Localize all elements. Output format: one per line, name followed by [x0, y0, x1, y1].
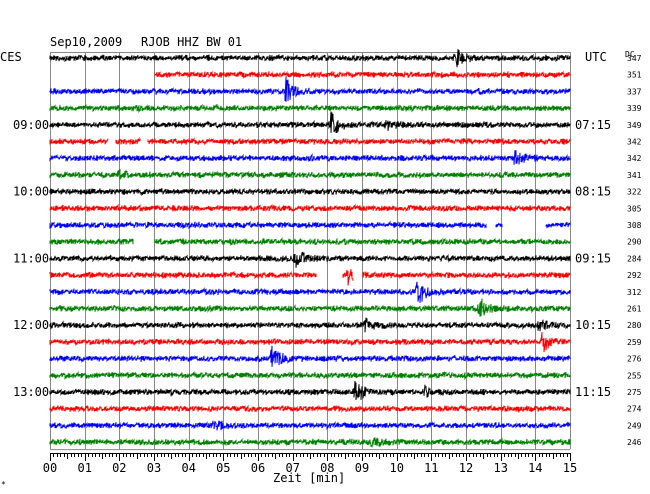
x-tick-label: 09	[355, 461, 369, 475]
seismic-trace-row-23	[49, 437, 571, 448]
dc-value-label: 259	[627, 338, 642, 347]
dc-value-label: 255	[627, 371, 642, 380]
x-tick-label: 07	[285, 461, 299, 475]
right-time-label: 10:15	[575, 318, 611, 332]
dc-value-label: 261	[627, 305, 642, 314]
seismic-trace-row-22	[49, 420, 571, 431]
dc-value-label: 305	[627, 204, 642, 213]
dc-value-label: 351	[627, 71, 642, 80]
dc-value-label: 312	[627, 288, 642, 297]
dc-value-label: 276	[627, 355, 642, 364]
dc-value-label: 341	[627, 171, 642, 180]
seismic-trace-row-1	[154, 70, 571, 79]
seismic-trace-row-7	[49, 169, 571, 180]
dc-value-label: 322	[627, 188, 642, 197]
dc-value-label: 249	[627, 421, 642, 430]
dc-value-label: 349	[627, 121, 642, 130]
right-timezone-label: UTC	[585, 50, 607, 64]
seismic-trace-row-18	[49, 345, 571, 367]
seismic-trace-row-4	[49, 111, 571, 134]
seismic-trace-row-13	[49, 269, 571, 286]
row-labels: 347 351 337 339 349 342 342 341 322 305 308 290 284 2…	[13, 54, 642, 447]
x-tick-label: 11	[424, 461, 438, 475]
seismic-trace-row-15	[49, 298, 571, 317]
left-time-label: 13:00	[13, 385, 49, 399]
seismic-trace-row-9	[49, 203, 571, 213]
x-tick-label: 10	[389, 461, 403, 475]
seismic-trace-row-19	[49, 370, 571, 381]
date-label: Sep10,2009	[50, 35, 122, 49]
seismic-trace-row-21	[49, 404, 571, 414]
time-axis: 00 01 02 03 04 05 06 07 08 09 10 11 12 13 14 15	[43, 453, 577, 475]
station-label: RJOB HHZ BW 01	[141, 35, 242, 49]
seismic-trace-row-10	[49, 220, 571, 230]
dc-value-label: 274	[627, 405, 642, 414]
grid-lines	[50, 52, 571, 451]
left-time-label: 11:00	[13, 251, 49, 265]
seismic-trace-row-5	[49, 136, 571, 146]
x-tick-label: 01	[77, 461, 91, 475]
x-tick-label: 03	[147, 461, 161, 475]
x-tick-label: 15	[563, 461, 577, 475]
seismic-trace-row-2	[49, 76, 571, 102]
right-time-label: 09:15	[575, 251, 611, 265]
x-tick-label: 14	[528, 461, 542, 475]
x-tick-label: 08	[320, 461, 334, 475]
seismic-trace-row-20	[49, 380, 571, 401]
seismic-trace-row-6	[49, 150, 571, 165]
dc-value-label: 337	[627, 87, 642, 96]
left-timezone-label: CES	[0, 50, 22, 64]
x-tick-label: 05	[216, 461, 230, 475]
left-time-label: 09:00	[13, 118, 49, 132]
x-tick-label: 04	[181, 461, 195, 475]
seismic-trace-row-11	[49, 236, 571, 246]
dc-value-label: 339	[627, 104, 642, 113]
dc-value-label: 308	[627, 221, 642, 230]
seismic-trace-row-16	[49, 317, 571, 333]
dc-value-label: 347	[627, 54, 642, 63]
right-time-label: 11:15	[575, 385, 611, 399]
dc-value-label: 275	[627, 388, 642, 397]
x-tick-label: 00	[43, 461, 57, 475]
right-time-label: 08:15	[575, 185, 611, 199]
x-tick-label: 12	[459, 461, 473, 475]
dc-value-label: 292	[627, 271, 642, 280]
x-tick-label: 02	[112, 461, 126, 475]
left-time-label: 12:00	[13, 318, 49, 332]
seismic-trace-row-3	[49, 103, 571, 114]
dc-header-label: DC	[625, 50, 635, 59]
dc-value-label: 246	[627, 438, 642, 447]
dc-value-label: 342	[627, 154, 642, 163]
seismic-traces	[49, 49, 571, 448]
x-tick-label: 13	[493, 461, 507, 475]
right-time-label: 07:15	[575, 118, 611, 132]
left-time-label: 10:00	[13, 185, 49, 199]
dc-value-label: 284	[627, 254, 642, 263]
seismic-trace-row-12	[49, 251, 571, 268]
seismic-trace-row-14	[49, 281, 571, 303]
x-axis-title: Zeit [min]	[273, 471, 345, 485]
corner-mark: *	[1, 480, 6, 489]
x-tick-label: 06	[251, 461, 265, 475]
dc-value-label: 290	[627, 238, 642, 247]
seismic-trace-row-17	[49, 331, 571, 353]
seismic-trace-row-0	[49, 49, 571, 68]
dc-value-label: 342	[627, 138, 642, 147]
seismic-trace-row-8	[49, 187, 571, 197]
dc-value-label: 280	[627, 321, 642, 330]
